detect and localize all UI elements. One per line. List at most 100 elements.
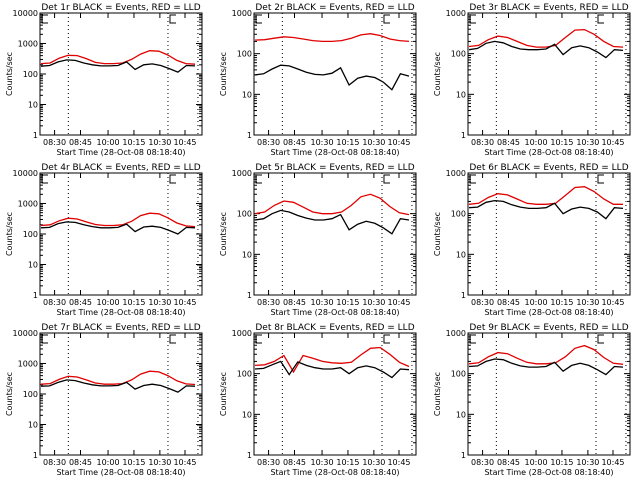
plot-title: Det 4r BLACK = Events, RED = LLD <box>41 163 200 173</box>
bracket-marker <box>255 334 262 344</box>
y-tick-label: 10 <box>28 421 38 430</box>
x-tick-label: 10:30 <box>576 458 599 467</box>
plot-panel-2: Det 2r BLACK = Events, RED = LLD 1 10 100 10… <box>219 3 417 157</box>
x-tick-label: 10:00 <box>97 458 120 467</box>
bracket-marker <box>255 14 262 24</box>
series-line-events <box>468 358 624 376</box>
y-tick-label: 1000 <box>446 169 466 178</box>
bracket-marker <box>41 174 48 184</box>
x-axis-label: Start Time (28-Oct-08 08:18:40) <box>270 468 399 477</box>
y-axis-label: Counts/sec <box>433 372 442 416</box>
series-line-lld <box>40 370 196 386</box>
x-tick-label: 08:45 <box>283 458 306 467</box>
plot-frame <box>467 332 631 456</box>
x-axis-label: Start Time (28-Oct-08 08:18:40) <box>484 468 613 477</box>
x-tick-label: 08:30 <box>43 138 66 147</box>
x-tick-label: 08:45 <box>497 138 520 147</box>
x-tick-label: 08:30 <box>471 138 494 147</box>
plot-panel-9: Det 9r BLACK = Events, RED = LLD 1 10 100 10… <box>433 323 631 477</box>
series-line-lld <box>40 50 196 65</box>
series-line-events <box>254 360 410 379</box>
plot-panel-7: Det 7r BLACK = Events, RED = LLD 1 10 100 10… <box>5 323 203 477</box>
x-tick-label: 08:30 <box>471 298 494 307</box>
plot-frame <box>39 12 203 136</box>
y-tick-label: 100 <box>23 70 38 79</box>
x-tick-label: 10:00 <box>525 458 548 467</box>
series-line-lld <box>468 344 624 365</box>
series-line-events <box>254 209 410 235</box>
plot-title: Det 6r BLACK = Events, RED = LLD <box>469 163 628 173</box>
y-tick-label: 1 <box>247 131 252 140</box>
x-tick-label: 08:45 <box>497 298 520 307</box>
series-line-lld <box>468 186 623 205</box>
y-tick-label: 1000 <box>446 9 466 18</box>
x-tick-label: 08:30 <box>43 458 66 467</box>
x-tick-label: 10:15 <box>336 458 359 467</box>
y-tick-label: 1000 <box>232 169 252 178</box>
y-tick-label: 1000 <box>446 329 466 338</box>
x-axis-label: Start Time (28-Oct-08 08:18:40) <box>270 148 399 157</box>
x-axis-label: Start Time (28-Oct-08 08:18:40) <box>56 148 185 157</box>
bracket-marker <box>169 14 176 24</box>
y-axis-label: Counts/sec <box>5 52 14 96</box>
series-line-events <box>40 379 196 393</box>
x-tick-label: 10:30 <box>576 298 599 307</box>
plot-panel-1: Det 1r BLACK = Events, RED = LLD 1 10 100 10… <box>5 3 203 157</box>
y-tick-label: 10 <box>28 101 38 110</box>
series-line-events <box>254 64 410 91</box>
plot-frame <box>467 12 631 136</box>
series-line-events <box>468 40 624 59</box>
bracket-marker <box>469 334 476 344</box>
x-tick-label: 08:45 <box>283 138 306 147</box>
plot-panel-6: Det 6r BLACK = Events, RED = LLD 1 10 100 10… <box>433 163 631 317</box>
y-tick-label: 10000 <box>13 329 38 338</box>
bracket-marker <box>41 334 48 344</box>
x-tick-label: 10:30 <box>362 298 385 307</box>
plot-title: Det 1r BLACK = Events, RED = LLD <box>41 3 200 13</box>
series-line-events <box>40 221 196 235</box>
x-tick-label: 10:30 <box>148 138 171 147</box>
series-line-lld <box>254 193 410 216</box>
y-tick-label: 100 <box>451 210 466 219</box>
series-line-lld <box>254 33 410 43</box>
series-line-events <box>468 199 624 220</box>
x-tick-label: 10:45 <box>387 458 410 467</box>
y-tick-label: 1000 <box>18 360 38 369</box>
x-tick-label: 08:45 <box>497 458 520 467</box>
x-tick-label: 08:45 <box>69 138 92 147</box>
x-tick-label: 10:00 <box>525 298 548 307</box>
x-tick-label: 10:45 <box>387 138 410 147</box>
x-tick-label: 10:00 <box>525 138 548 147</box>
plot-panel-8: Det 8r BLACK = Events, RED = LLD 1 10 100 10… <box>219 323 417 477</box>
bracket-marker <box>383 14 390 24</box>
x-tick-label: 08:30 <box>257 458 280 467</box>
bracket-marker <box>597 334 604 344</box>
bracket-marker <box>169 334 176 344</box>
x-tick-label: 10:00 <box>97 138 120 147</box>
plot-title: Det 8r BLACK = Events, RED = LLD <box>255 323 414 333</box>
y-tick-label: 1 <box>33 451 38 460</box>
x-tick-label: 10:15 <box>336 298 359 307</box>
y-tick-label: 10 <box>456 410 466 419</box>
y-tick-label: 10000 <box>13 169 38 178</box>
y-tick-label: 100 <box>237 210 252 219</box>
bracket-marker <box>169 174 176 184</box>
y-tick-label: 10 <box>28 261 38 270</box>
y-axis-label: Counts/sec <box>5 372 14 416</box>
x-tick-label: 10:15 <box>336 138 359 147</box>
x-axis-label: Start Time (28-Oct-08 08:18:40) <box>484 148 613 157</box>
x-tick-label: 10:45 <box>387 298 410 307</box>
y-tick-label: 1 <box>247 451 252 460</box>
x-tick-label: 10:00 <box>97 298 120 307</box>
plot-title: Det 7r BLACK = Events, RED = LLD <box>41 323 200 333</box>
y-axis-label: Counts/sec <box>219 372 228 416</box>
y-axis-label: Counts/sec <box>219 52 228 96</box>
x-axis-label: Start Time (28-Oct-08 08:18:40) <box>56 308 185 317</box>
x-tick-label: 08:45 <box>69 458 92 467</box>
x-tick-label: 10:45 <box>601 298 624 307</box>
bracket-marker <box>469 14 476 24</box>
plot-panel-5: Det 5r BLACK = Events, RED = LLD 1 10 100 10… <box>219 163 417 317</box>
plot-title: Det 2r BLACK = Events, RED = LLD <box>255 3 414 13</box>
series-line-lld <box>468 28 624 48</box>
